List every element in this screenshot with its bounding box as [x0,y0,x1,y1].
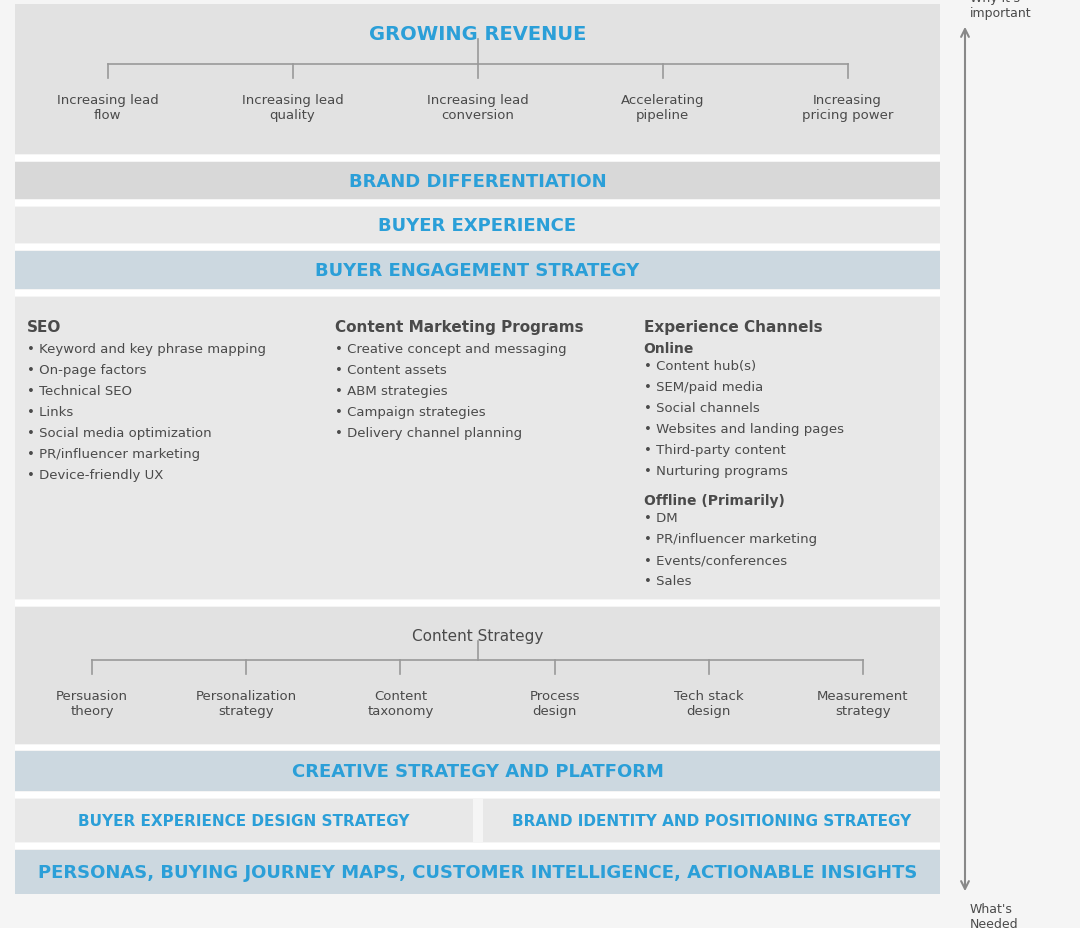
Bar [15,290,940,297]
Text: • SEM/paid media: • SEM/paid media [644,380,762,393]
Bar [15,745,940,750]
Text: • Content hub(s): • Content hub(s) [644,360,756,373]
Bar [15,156,940,161]
Text: SEO: SEO [27,319,62,335]
Text: CREATIVE STRATEGY AND PLATFORM: CREATIVE STRATEGY AND PLATFORM [292,762,663,780]
Text: Online: Online [644,342,694,355]
Text: • Device-friendly UX: • Device-friendly UX [27,469,163,482]
Bar [15,850,940,894]
Text: Process
design: Process design [529,690,580,717]
Text: PERSONAS, BUYING JOURNEY MAPS, CUSTOMER INTELLIGENCE, ACTIONABLE INSIGHTS: PERSONAS, BUYING JOURNEY MAPS, CUSTOMER … [38,863,917,881]
Text: • On-page factors: • On-page factors [27,364,147,377]
Text: Tech stack
design: Tech stack design [674,690,743,717]
Text: • Content assets: • Content assets [335,364,447,377]
Text: BUYER ENGAGEMENT STRATEGY: BUYER ENGAGEMENT STRATEGY [315,262,639,279]
Text: • Delivery channel planning: • Delivery channel planning [335,427,523,440]
Text: • Creative concept and messaging: • Creative concept and messaging [335,342,567,355]
Bar [15,600,940,606]
Bar [483,799,940,842]
Text: • ABM strategies: • ABM strategies [335,384,448,397]
Text: BRAND IDENTITY AND POSITIONING STRATEGY: BRAND IDENTITY AND POSITIONING STRATEGY [512,813,910,828]
Text: BRAND DIFFERENTIATION: BRAND DIFFERENTIATION [349,173,606,190]
Text: Experience Channels: Experience Channels [644,319,822,335]
Text: Increasing lead
flow: Increasing lead flow [56,94,159,122]
Text: Measurement
strategy: Measurement strategy [818,690,908,717]
Bar [15,607,940,744]
Text: Personalization
strategy: Personalization strategy [195,690,297,717]
Bar [15,799,473,842]
Text: • Links: • Links [27,406,73,419]
Text: Content Strategy: Content Strategy [411,628,543,643]
Text: • PR/influencer marketing: • PR/influencer marketing [27,447,200,460]
Bar [15,5,940,155]
Text: • PR/influencer marketing: • PR/influencer marketing [644,533,816,546]
Bar [15,245,940,251]
Text: Why it's
important: Why it's important [970,0,1031,20]
Text: Persuasion
theory: Persuasion theory [56,690,129,717]
Bar [15,793,940,798]
Text: • Events/conferences: • Events/conferences [644,553,787,566]
Bar [15,844,940,849]
Text: • Social channels: • Social channels [644,402,759,415]
Text: • Websites and landing pages: • Websites and landing pages [644,422,843,435]
Text: • Keyword and key phrase mapping: • Keyword and key phrase mapping [27,342,266,355]
Text: Accelerating
pipeline: Accelerating pipeline [621,94,704,122]
Bar [15,200,940,207]
Text: • DM: • DM [644,511,677,524]
Bar [15,251,940,290]
Text: • Third-party content: • Third-party content [644,444,785,457]
Text: BUYER EXPERIENCE DESIGN STRATEGY: BUYER EXPERIENCE DESIGN STRATEGY [78,813,409,828]
Text: • Nurturing programs: • Nurturing programs [644,465,787,478]
Text: What's
Needed: What's Needed [970,902,1018,928]
Text: Increasing
pricing power: Increasing pricing power [801,94,893,122]
Text: Offline (Primarily): Offline (Primarily) [644,494,784,508]
Text: GROWING REVENUE: GROWING REVENUE [368,24,586,44]
Text: Content
taxonomy: Content taxonomy [367,690,433,717]
Text: Increasing lead
conversion: Increasing lead conversion [427,94,528,122]
Text: • Social media optimization: • Social media optimization [27,427,212,440]
Bar [15,208,940,244]
Text: BUYER EXPERIENCE: BUYER EXPERIENCE [378,217,577,235]
Text: • Technical SEO: • Technical SEO [27,384,132,397]
Bar [15,298,940,599]
Text: • Sales: • Sales [644,574,691,587]
Text: Increasing lead
quality: Increasing lead quality [242,94,343,122]
Text: Content Marketing Programs: Content Marketing Programs [335,319,584,335]
Bar [15,162,940,200]
Bar [15,751,940,792]
Text: • Campaign strategies: • Campaign strategies [335,406,486,419]
